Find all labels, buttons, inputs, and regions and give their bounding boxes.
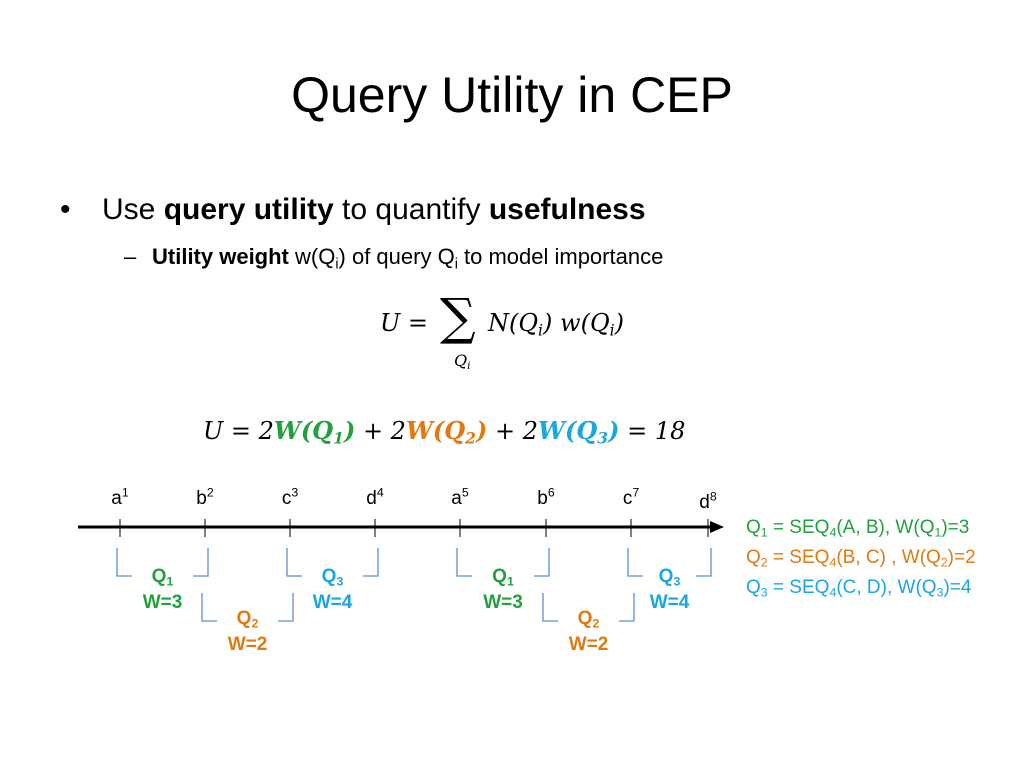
- term-w-q3: W(Q3): [538, 416, 620, 448]
- sub-bullet-marker: –: [124, 244, 137, 269]
- term-w-q2: W(Q2): [405, 416, 488, 448]
- window-bracket: [696, 548, 712, 577]
- window-bracket: [286, 548, 302, 577]
- formula-lhs: U =: [380, 309, 428, 337]
- example-lhs: U = 2: [203, 417, 274, 445]
- window-bracket: [278, 593, 294, 622]
- bullet-marker: •: [60, 193, 71, 226]
- legend-q3: Q3 = SEQ4(C, D), W(Q3)=4: [746, 577, 972, 600]
- window-bracket: [193, 548, 209, 577]
- window-bracket: [534, 548, 550, 577]
- window-bracket: [542, 593, 558, 622]
- window-label-q1: Q1 W=3: [142, 566, 183, 613]
- window-label-q1: Q1 W=3: [483, 566, 523, 613]
- sub-bullet-text: Utility weight w(Qi) of query Qi to mode…: [152, 244, 664, 273]
- window-label-q3: Q3 W=4: [649, 566, 690, 613]
- window-bracket: [201, 593, 217, 622]
- window-bracket: [116, 548, 132, 577]
- window-label-q3: Q3 W=4: [312, 566, 353, 613]
- event-label: d8: [699, 489, 717, 513]
- event-label: a1: [111, 485, 129, 509]
- event-label: d4: [366, 485, 384, 509]
- sum-index: Qi: [454, 351, 471, 373]
- formula-rhs: N(Qi) w(Qi): [488, 309, 624, 340]
- legend-q1: Q1 = SEQ4(A, B), W(Q1)=3: [746, 517, 970, 540]
- window-bracket: [456, 548, 472, 577]
- window-bracket: [363, 548, 379, 577]
- event-label: b6: [537, 485, 555, 509]
- event-label: c3: [281, 485, 299, 509]
- window-bracket: [627, 548, 643, 577]
- event-label: a5: [451, 485, 469, 509]
- example-result: = 18: [619, 417, 686, 445]
- legend-q2: Q2 = SEQ4(B, C) , W(Q2)=2: [746, 547, 976, 570]
- slide-title: Query Utility in CEP: [291, 67, 733, 123]
- bullet-text: Use query utility to quantify usefulness: [102, 193, 646, 226]
- summation-symbol: ∑: [440, 288, 476, 346]
- term-w-q1: W(Q1): [273, 416, 356, 448]
- event-label: c7: [622, 485, 640, 509]
- event-label: b2: [196, 485, 214, 509]
- window-label-q2: Q2 W=2: [227, 608, 268, 655]
- utility-formula: U = ∑ Qi N(Qi) w(Qi): [380, 288, 680, 385]
- timeline-arrowhead: [710, 521, 724, 533]
- window-bracket: [619, 593, 635, 622]
- utility-example-formula: U = 2W(Q1) + 2W(Q2) + 2W(Q3) = 18: [203, 416, 686, 448]
- window-label-q2: Q2 W=2: [568, 608, 609, 655]
